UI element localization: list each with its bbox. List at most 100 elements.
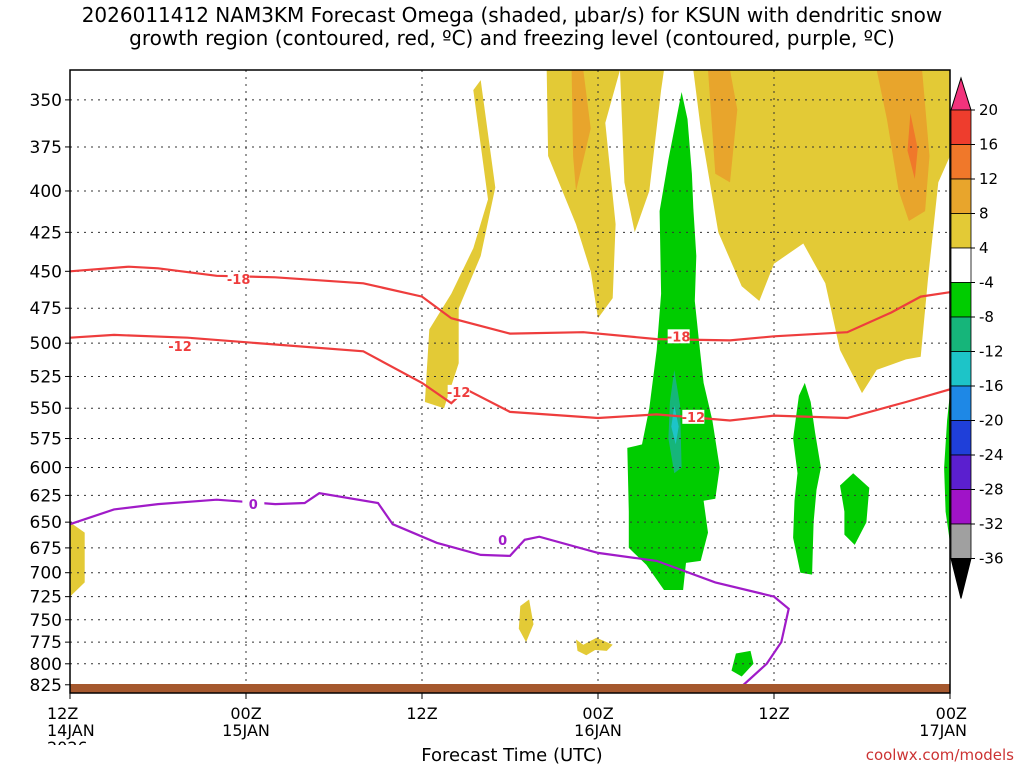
chart-title-line1: 2026011412 NAM3KM Forecast Omega (shaded… bbox=[81, 3, 943, 27]
colorbar-segment bbox=[950, 247, 972, 283]
y-tick-label: 725 bbox=[30, 588, 62, 608]
y-tick-label: 650 bbox=[30, 513, 62, 533]
colorbar-label: 16 bbox=[979, 136, 998, 154]
colorbar-label: 4 bbox=[979, 239, 989, 257]
omega-region-15 bbox=[944, 393, 950, 543]
cross-section-chart: -18 -18 -12 -12 -12 0 0 350 375 400 425 450 475 500 5… bbox=[30, 69, 1004, 745]
colorbar-segment bbox=[950, 109, 972, 145]
colorbar-segment bbox=[950, 213, 972, 249]
contour-label-bg bbox=[169, 338, 191, 353]
colorbar-segment bbox=[950, 178, 972, 214]
colorbar-label: -12 bbox=[979, 343, 1004, 361]
colorbar-segment bbox=[950, 282, 972, 318]
y-tick-label: 450 bbox=[30, 262, 62, 282]
y-tick-label: 425 bbox=[30, 223, 62, 243]
colorbar-segment bbox=[950, 489, 972, 525]
x-axis-title: Forecast Time (UTC) bbox=[421, 745, 603, 766]
omega-region-5 bbox=[571, 70, 591, 191]
colorbar-segment bbox=[950, 316, 972, 352]
omega-region-16 bbox=[518, 599, 534, 643]
colorbar-segment bbox=[950, 523, 972, 559]
y-tick-label: 350 bbox=[30, 91, 62, 111]
colorbar-label: -20 bbox=[979, 412, 1004, 430]
contour-line--12 bbox=[70, 333, 950, 422]
colorbar-label: 12 bbox=[979, 170, 998, 188]
colorbar-label: -16 bbox=[979, 377, 1004, 395]
omega-region-12 bbox=[793, 382, 821, 575]
y-tick-label: 600 bbox=[30, 459, 62, 479]
contour-label-bg bbox=[227, 271, 250, 286]
axis-ticks: 350 375 400 425 450 475 500 525 550 575 600 625 650 6… bbox=[30, 91, 967, 745]
y-tick-label: 625 bbox=[30, 486, 62, 506]
y-tick-label: 700 bbox=[30, 564, 62, 584]
colorbar-segment bbox=[950, 144, 972, 180]
x-tick-label: 12Z bbox=[406, 704, 437, 723]
contour-label-bg bbox=[667, 329, 690, 344]
colorbar-segment bbox=[950, 385, 972, 421]
y-tick-label: 525 bbox=[30, 367, 62, 387]
colorbar-segment bbox=[950, 454, 972, 490]
credit-text: coolwx.com/models bbox=[865, 746, 1014, 764]
contour-label-bg bbox=[682, 409, 705, 424]
x-tick-label: 00Z bbox=[230, 704, 261, 723]
y-tick-label: 475 bbox=[30, 299, 62, 319]
contour-label--12: -12 bbox=[168, 340, 192, 355]
y-tick-label: 775 bbox=[30, 633, 62, 653]
x-tick-label: 12Z bbox=[758, 704, 789, 723]
contour-label--18: -18 bbox=[667, 330, 691, 345]
contour-label-bg bbox=[447, 384, 470, 399]
colorbar-label: -32 bbox=[979, 515, 1004, 533]
x-tick-label: 15JAN bbox=[222, 721, 270, 740]
colorbar-label: 8 bbox=[979, 205, 989, 223]
x-tick-label: 16JAN bbox=[574, 721, 622, 740]
surface-terrain bbox=[70, 684, 950, 693]
colorbar-top-arrow bbox=[950, 76, 972, 111]
omega-region-7 bbox=[876, 70, 930, 221]
colorbar-label: -4 bbox=[979, 274, 994, 292]
plot-frame bbox=[69, 69, 951, 694]
omega-shading bbox=[70, 70, 950, 677]
x-tick-label: 2026 bbox=[47, 738, 88, 745]
omega-region-3 bbox=[620, 70, 664, 233]
x-tick-label: 17JAN bbox=[919, 721, 967, 740]
omega-region-0 bbox=[70, 522, 85, 597]
omega-region-13 bbox=[840, 473, 870, 545]
y-tick-label: 500 bbox=[30, 334, 62, 354]
contour-label-0: 0 bbox=[249, 498, 258, 513]
contour-label-bg bbox=[491, 532, 514, 547]
x-tick-label: 00Z bbox=[582, 704, 613, 723]
omega-region-8 bbox=[907, 113, 918, 179]
contour-label-0: 0 bbox=[498, 534, 507, 549]
contour-label-bg bbox=[242, 497, 265, 512]
colorbar: 20 16 12 8 4 -4 -8 -12 -16 -20 -24 -28 -32 -36 bbox=[950, 76, 1004, 599]
colorbar-label: -24 bbox=[979, 446, 1004, 464]
omega-region-2 bbox=[546, 70, 620, 319]
x-tick-label: 14JAN bbox=[47, 721, 95, 740]
y-tick-label: 550 bbox=[30, 399, 62, 419]
y-tick-label: 400 bbox=[30, 182, 62, 202]
contour-label--12: -12 bbox=[447, 386, 471, 401]
x-tick-label: 00Z bbox=[936, 704, 967, 723]
contour-lines: -18 -18 -12 -12 -12 0 0 bbox=[70, 265, 950, 692]
omega-region-1 bbox=[424, 80, 496, 409]
colorbar-label: -36 bbox=[979, 550, 1004, 568]
colorbar-segment bbox=[950, 351, 972, 387]
chart-title-line2: growth region (contoured, red, ºC) and f… bbox=[129, 26, 895, 50]
grid-lines bbox=[70, 70, 950, 693]
y-tick-label: 825 bbox=[30, 676, 62, 696]
omega-region-4 bbox=[693, 70, 950, 394]
colorbar-segment bbox=[950, 420, 972, 456]
contour-label--18: -18 bbox=[227, 273, 251, 288]
y-tick-label: 375 bbox=[30, 138, 62, 158]
contour-label--12: -12 bbox=[682, 411, 706, 426]
y-tick-label: 675 bbox=[30, 539, 62, 559]
contour-line--18 bbox=[70, 265, 950, 342]
omega-region-6 bbox=[708, 70, 738, 183]
y-tick-label: 575 bbox=[30, 430, 62, 450]
y-tick-label: 750 bbox=[30, 611, 62, 631]
colorbar-label: -28 bbox=[979, 481, 1004, 499]
colorbar-bottom-arrow bbox=[950, 558, 972, 599]
x-tick-label: 12Z bbox=[47, 704, 78, 723]
colorbar-label: -8 bbox=[979, 308, 994, 326]
y-tick-label: 800 bbox=[30, 655, 62, 675]
